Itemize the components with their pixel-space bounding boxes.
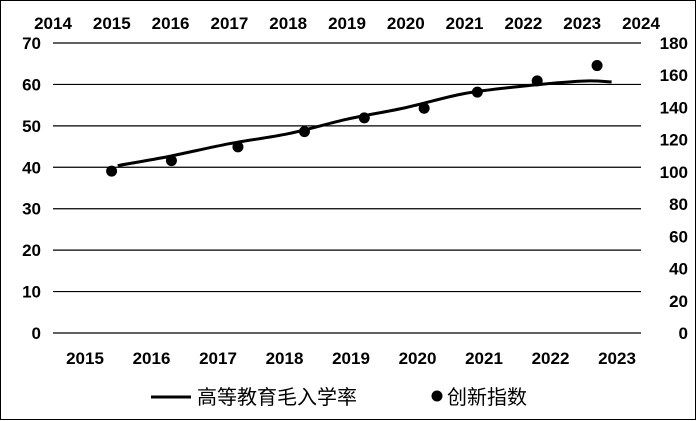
enrollment-rate-line xyxy=(117,79,612,168)
left-y-tick-label: 60 xyxy=(22,75,41,94)
left-y-tick-label: 70 xyxy=(22,34,41,53)
left-y-tick-label: 20 xyxy=(22,241,41,260)
left-y-tick-label: 50 xyxy=(22,117,41,136)
bottom-x-tick-label: 2019 xyxy=(332,349,370,368)
innovation-index-point xyxy=(232,141,244,153)
top-x-tick-label: 2015 xyxy=(93,14,131,33)
top-x-axis: 2014 2015 2016 2017 2018 2019 2020 2021 2022 2023… xyxy=(34,14,660,33)
right-y-tick-label: 180 xyxy=(660,34,688,53)
right-y-tick-label: 40 xyxy=(669,260,688,279)
legend-label-enrollment: 高等教育毛入学率 xyxy=(197,385,357,409)
top-x-tick-label: 2017 xyxy=(210,14,248,33)
bottom-x-tick-label: 2023 xyxy=(598,349,636,368)
innovation-index-point xyxy=(471,86,483,98)
top-x-tick-label: 2023 xyxy=(563,14,601,33)
legend: 高等教育毛入学率 创新指数 xyxy=(151,385,527,409)
innovation-index-point xyxy=(298,126,310,138)
bottom-x-tick-label: 2020 xyxy=(399,349,437,368)
innovation-index-point xyxy=(591,60,603,72)
left-y-tick-label: 0 xyxy=(32,324,41,343)
gridlines xyxy=(53,42,641,334)
top-x-tick-label: 2024 xyxy=(622,14,660,33)
bottom-x-tick-label: 2022 xyxy=(532,349,570,368)
right-y-axis: 0 20 40 60 80 100 120 140 160 180 xyxy=(660,34,688,343)
left-y-axis: 0 10 20 30 40 50 60 70 xyxy=(22,34,41,343)
innovation-index-point xyxy=(165,155,177,167)
left-y-tick-label: 30 xyxy=(22,200,41,219)
right-y-tick-label: 160 xyxy=(660,66,688,85)
left-y-tick-label: 40 xyxy=(22,158,41,177)
right-y-tick-label: 80 xyxy=(669,195,688,214)
innovation-index-point xyxy=(358,112,370,124)
innovation-index-point xyxy=(106,165,118,177)
right-y-tick-label: 120 xyxy=(660,131,688,150)
right-y-tick-label: 0 xyxy=(679,324,688,343)
left-y-tick-label: 10 xyxy=(22,283,41,302)
top-x-tick-label: 2014 xyxy=(34,14,72,33)
top-x-tick-label: 2020 xyxy=(387,14,425,33)
top-x-tick-label: 2022 xyxy=(504,14,542,33)
bottom-x-axis: 2015 2016 2017 2018 2019 2020 2021 2022 2023 xyxy=(66,349,636,368)
innovation-index-point xyxy=(418,102,430,114)
series-layer xyxy=(106,60,612,177)
right-y-tick-label: 100 xyxy=(660,163,688,182)
bottom-x-tick-label: 2015 xyxy=(66,349,104,368)
right-y-tick-label: 60 xyxy=(669,227,688,246)
right-y-tick-label: 140 xyxy=(660,98,688,117)
bottom-x-tick-label: 2021 xyxy=(465,349,503,368)
bottom-x-tick-label: 2018 xyxy=(266,349,304,368)
bottom-x-tick-label: 2017 xyxy=(199,349,237,368)
top-x-tick-label: 2016 xyxy=(152,14,190,33)
innovation-index-point xyxy=(531,75,543,87)
legend-dot-swatch xyxy=(431,390,443,402)
right-y-tick-label: 20 xyxy=(669,292,688,311)
legend-label-innovation: 创新指数 xyxy=(447,385,527,409)
bottom-x-tick-label: 2016 xyxy=(133,349,171,368)
top-x-tick-label: 2021 xyxy=(446,14,484,33)
top-x-tick-label: 2019 xyxy=(328,14,366,33)
top-x-tick-label: 2018 xyxy=(269,14,307,33)
